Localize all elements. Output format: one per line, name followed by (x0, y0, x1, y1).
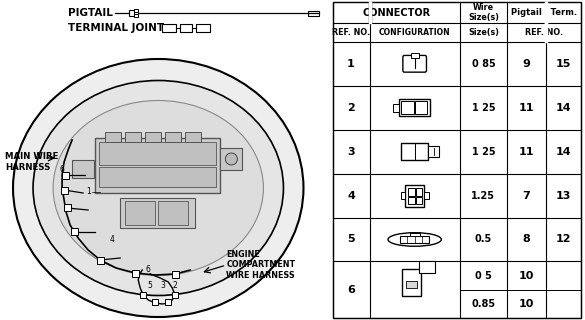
Bar (125, 201, 155, 225)
Text: 4: 4 (347, 190, 355, 201)
Bar (145, 132, 161, 142)
Bar (159, 201, 188, 225)
Bar (415, 101, 427, 114)
Bar (401, 101, 414, 114)
Text: 1 25: 1 25 (472, 103, 495, 113)
Text: CONNECTOR: CONNECTOR (362, 8, 430, 18)
Text: 11: 11 (519, 103, 534, 113)
Text: Size(s): Size(s) (468, 28, 499, 37)
Bar (61, 187, 68, 194)
Bar (165, 299, 171, 305)
Text: REF. NO.: REF. NO. (332, 28, 370, 37)
Text: Wire
Size(s): Wire Size(s) (468, 3, 499, 22)
Bar (99, 142, 216, 165)
Bar (408, 196, 415, 204)
Bar (400, 99, 430, 116)
Text: 1: 1 (86, 188, 91, 196)
Text: 12: 12 (556, 235, 571, 244)
Bar (221, 148, 242, 170)
Bar (140, 292, 146, 298)
Bar (72, 160, 94, 178)
Text: Pigtail   Term.: Pigtail Term. (511, 8, 577, 17)
Text: ENGINE
COMPARTMENT
WIRE HARNESS: ENGINE COMPARTMENT WIRE HARNESS (226, 250, 295, 280)
Ellipse shape (225, 153, 238, 165)
Text: 0 5: 0 5 (475, 270, 492, 281)
Text: 1 25: 1 25 (472, 147, 495, 156)
Text: 10: 10 (519, 270, 534, 281)
Bar (132, 269, 139, 276)
Bar (410, 233, 420, 236)
Bar (401, 192, 405, 199)
Bar (165, 132, 181, 142)
Bar (61, 172, 68, 179)
Text: 0.85: 0.85 (472, 299, 495, 309)
Bar (71, 228, 78, 235)
Text: 5: 5 (148, 281, 153, 290)
Bar (162, 24, 176, 32)
Bar (407, 281, 417, 288)
Bar (416, 188, 422, 196)
Text: 5: 5 (347, 235, 355, 244)
Bar (95, 138, 221, 193)
Bar (134, 9, 138, 12)
Text: TERMINAL JOINT: TERMINAL JOINT (68, 23, 164, 33)
Bar (419, 261, 435, 274)
Ellipse shape (388, 233, 441, 246)
Text: 14: 14 (556, 147, 572, 156)
Bar (402, 269, 421, 296)
Bar (185, 132, 201, 142)
Bar (125, 132, 141, 142)
Text: 1.25: 1.25 (472, 190, 495, 201)
Bar (424, 192, 429, 199)
Bar (393, 104, 400, 112)
Text: 8: 8 (522, 235, 531, 244)
Text: 0.5: 0.5 (475, 235, 492, 244)
Ellipse shape (33, 81, 284, 295)
Bar (308, 11, 318, 15)
Text: 15: 15 (556, 59, 571, 69)
Text: 6: 6 (60, 165, 64, 174)
Text: 2: 2 (173, 281, 178, 290)
Bar (401, 143, 428, 160)
Bar (411, 53, 419, 58)
Text: 3: 3 (161, 281, 166, 290)
Text: 2: 2 (347, 103, 355, 113)
FancyBboxPatch shape (403, 55, 426, 72)
Text: 6: 6 (347, 285, 355, 295)
Ellipse shape (13, 59, 304, 317)
Bar (416, 196, 422, 204)
Text: 14: 14 (556, 103, 572, 113)
Text: 7: 7 (522, 190, 531, 201)
Text: REF. NO.: REF. NO. (525, 28, 563, 37)
Text: 0 85: 0 85 (472, 59, 495, 69)
Bar (405, 185, 424, 206)
Text: MAIN WIRE
HARNESS: MAIN WIRE HARNESS (5, 152, 59, 172)
Ellipse shape (53, 100, 263, 276)
Bar (180, 24, 192, 32)
Text: 11: 11 (519, 147, 534, 156)
Bar (105, 132, 121, 142)
Bar (172, 270, 179, 277)
Bar (152, 299, 159, 305)
Text: 9: 9 (522, 59, 531, 69)
Bar (134, 14, 138, 17)
Bar (428, 146, 439, 157)
Text: 13: 13 (556, 190, 571, 201)
Bar (97, 257, 104, 263)
Bar (99, 167, 216, 187)
Text: 6: 6 (146, 266, 151, 275)
Text: CONFIGURATION: CONFIGURATION (379, 28, 450, 37)
Text: PIGTAIL: PIGTAIL (68, 8, 113, 18)
Text: 1: 1 (347, 59, 355, 69)
Bar (120, 198, 195, 228)
Bar (197, 24, 211, 32)
Bar (64, 204, 71, 211)
Bar (400, 236, 429, 243)
Text: 4: 4 (110, 236, 115, 244)
Bar (408, 188, 415, 196)
Text: 10: 10 (519, 299, 534, 309)
Text: 3: 3 (347, 147, 355, 156)
Bar (129, 10, 134, 16)
Bar (172, 292, 178, 298)
